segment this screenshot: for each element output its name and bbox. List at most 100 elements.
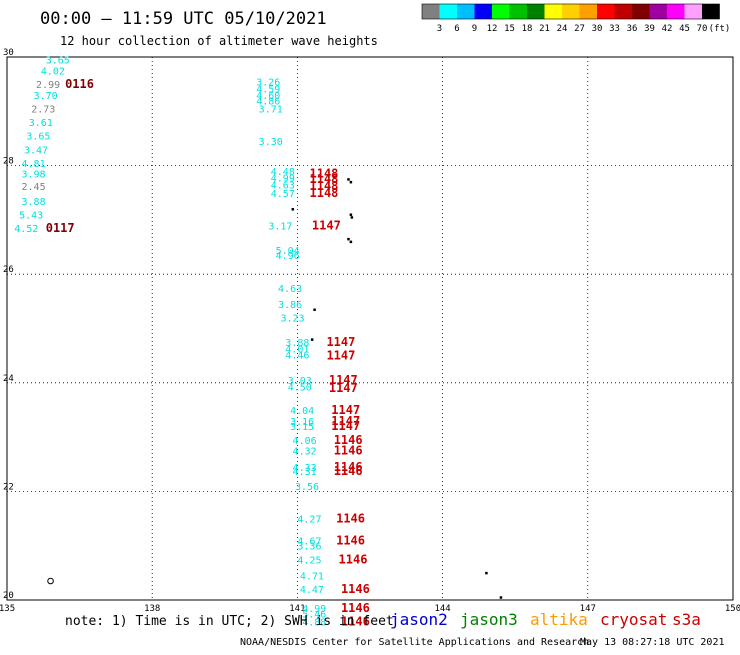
pass-time-label: 1148 [310, 179, 339, 193]
legend-swatch [614, 4, 632, 19]
legend-label: 30 [592, 24, 603, 34]
wave-height-label: 3.30 [259, 137, 283, 148]
legend-label: 6 [454, 24, 459, 34]
wave-height-label: 3.23 [280, 314, 304, 325]
wave-height-label: 4.46 [285, 351, 309, 362]
wave-height-label: 3.98 [22, 170, 46, 181]
pass-time-label: 0117 [46, 221, 75, 235]
gridlines [7, 57, 733, 600]
wave-height-label: 4.31 [293, 467, 317, 478]
legend-label: 33 [609, 24, 620, 34]
wave-height-label: 4.33 [293, 463, 317, 474]
wave-height-label: 4.99 [302, 604, 326, 615]
wave-height-label: 4.96 [276, 251, 300, 262]
legend-label: 15 [504, 24, 515, 34]
y-tick-label: 22 [3, 482, 14, 492]
legend-swatch [649, 4, 667, 19]
wave-height-label: 3.17 [268, 221, 292, 232]
legend-swatch [422, 4, 440, 19]
x-tick-label: 138 [144, 604, 160, 614]
wave-height-label: 4.57 [271, 189, 295, 200]
pass-time-label: 1146 [336, 512, 365, 526]
pass-time-label: 1146 [336, 533, 365, 547]
legend-swatch [457, 4, 475, 19]
footer-note: note: 1) Time is in UTC; 2) SWH is in fe… [65, 614, 394, 629]
color-scale-legend: 3 6 9 12 15 18 21 24 27 30 33 36 39 42 45 70 (ft) [421, 3, 731, 34]
wave-height-label: 4.27 [297, 515, 321, 526]
legend-label: 3 [437, 24, 442, 34]
legend-label: 21 [539, 24, 550, 34]
land-marker [313, 308, 316, 311]
wave-height-label: 4.63 [271, 181, 295, 192]
pass-time-label: 1146 [341, 601, 370, 615]
pass-time-label: 1147 [331, 403, 360, 417]
pass-time-label: 1146 [339, 552, 368, 566]
land-marker [291, 208, 295, 211]
wave-height-label: 3.88 [22, 197, 46, 208]
x-tick-label: 135 [0, 604, 15, 614]
wave-height-label: 4.02 [41, 67, 65, 78]
wave-height-label: 4.88 [302, 618, 326, 629]
wave-height-label: 4.86 [256, 96, 280, 107]
legend-frame [421, 3, 720, 20]
legend-label: 39 [644, 24, 655, 34]
land-marker [349, 180, 353, 184]
legend-swatch [684, 4, 702, 19]
wave-height-label: 4.63 [278, 284, 302, 295]
land-marker [347, 237, 350, 241]
legend-swatch [579, 4, 597, 19]
pass-time-label: 1148 [310, 186, 339, 200]
pass-time-label: 1146 [341, 615, 370, 629]
legend-label: 18 [522, 24, 533, 34]
legend-swatch [667, 4, 685, 19]
legend-swatch [544, 4, 562, 19]
plot-frame [6, 56, 734, 601]
wave-height-label: 2.99 [36, 80, 60, 91]
pass-time-label: 1146 [341, 582, 370, 596]
wave-height-label: 3.65 [26, 132, 50, 143]
wave-height-label: 4.06 [293, 436, 317, 447]
mission-cryosat: cryosat [600, 610, 667, 629]
land-marker [347, 178, 350, 181]
pass-time-label: 0116 [65, 77, 94, 91]
wave-height-label: 4.71 [300, 572, 324, 583]
y-tick-label: 20 [3, 591, 14, 601]
wave-height-label: 2.45 [22, 182, 46, 193]
wave-height-label: 4.04 [290, 406, 314, 417]
wave-height-label: 4.25 [297, 555, 321, 566]
pass-time-label: 1147 [331, 414, 360, 428]
wave-height-label: 2.73 [31, 105, 55, 116]
pass-time-label: 1146 [334, 444, 363, 458]
x-tick-label: 147 [580, 604, 596, 614]
wave-height-label: 3.26 [256, 77, 280, 88]
y-tick-label: 28 [3, 157, 14, 167]
legend-label: 27 [574, 24, 585, 34]
wave-height-points: 3.654.022.993.702.733.613.653.474.813.98… [14, 56, 326, 629]
x-tick-label: 141 [289, 604, 305, 614]
legend-label: 36 [627, 24, 638, 34]
wave-height-label: 4.52 [14, 224, 38, 235]
legend-swatch [474, 4, 492, 19]
legend-swatch [632, 4, 650, 19]
legend-label: 12 [487, 24, 498, 34]
wave-height-label: 5.43 [19, 210, 43, 221]
pass-time-label: 1147 [312, 218, 341, 232]
legend-label: 42 [662, 24, 673, 34]
wave-height-label: 3.16 [290, 417, 314, 428]
legend-label: (ft) [709, 24, 731, 34]
wave-height-label: 3.56 [295, 482, 319, 493]
land-markers [47, 178, 503, 599]
wave-height-label: 4.67 [297, 536, 321, 547]
x-axis-ticks: 135 138 141 144 147 150 [0, 604, 740, 614]
wave-height-label: 5.46 [302, 610, 326, 621]
land-marker [349, 240, 353, 244]
pass-time-labels: 0116011711481148114811481147114711471147… [46, 77, 370, 629]
pass-time-label: 1147 [326, 335, 355, 349]
legend-swatch [702, 4, 720, 19]
pass-time-label: 1146 [334, 464, 363, 478]
land-marker [310, 338, 314, 341]
wave-height-label: 3.15 [290, 422, 314, 433]
wave-height-label: 3.65 [46, 56, 70, 67]
footer-credit: NOAA/NESDIS Center for Satellite Applica… [240, 637, 589, 648]
x-tick-label: 144 [434, 604, 450, 614]
